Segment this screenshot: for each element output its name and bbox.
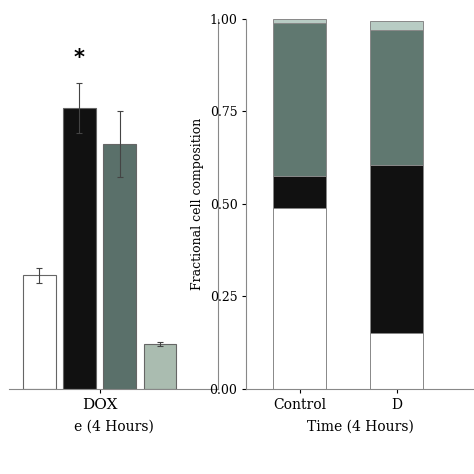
- Text: *: *: [74, 48, 85, 68]
- X-axis label: e (4 Hours): e (4 Hours): [74, 420, 154, 434]
- X-axis label: Time (4 Hours): Time (4 Hours): [307, 420, 414, 434]
- Y-axis label: Fractional cell composition: Fractional cell composition: [191, 118, 204, 290]
- Bar: [370, 30, 423, 165]
- Bar: [273, 23, 327, 176]
- Bar: [103, 144, 136, 389]
- Bar: [23, 275, 55, 389]
- Bar: [144, 344, 176, 389]
- Bar: [370, 21, 423, 30]
- Bar: [370, 333, 423, 389]
- Bar: [63, 109, 96, 389]
- Bar: [273, 176, 327, 208]
- Bar: [273, 208, 327, 389]
- Bar: [370, 165, 423, 333]
- Bar: [273, 19, 327, 23]
